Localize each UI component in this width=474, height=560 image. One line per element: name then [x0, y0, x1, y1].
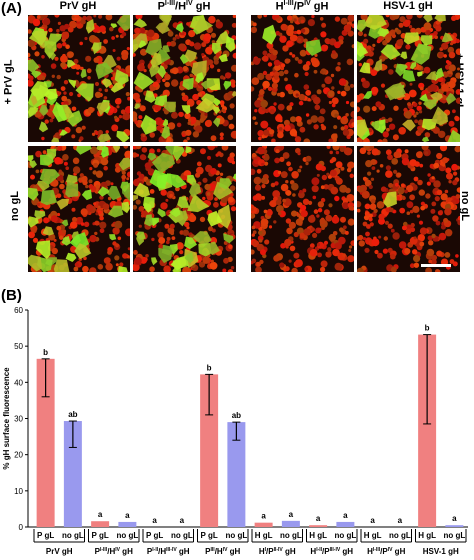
- scale-bar: [421, 264, 451, 267]
- bar: [281, 520, 300, 527]
- micrograph-prv-gh-nogl: [28, 146, 130, 272]
- bar: [91, 521, 110, 527]
- significance-letter: a: [125, 511, 130, 520]
- bar: [227, 422, 246, 527]
- bar: [118, 521, 137, 527]
- significance-letter: a: [343, 511, 348, 520]
- bar-label: P gL: [201, 531, 218, 540]
- group-label: PIII/HIV gH: [205, 547, 240, 556]
- col-head-h-p-gh: HI-III/PIV gH: [275, 0, 329, 13]
- significance-letter: a: [180, 516, 185, 525]
- col-head-p-h-gh: PI-III/HIV gH: [157, 0, 211, 13]
- significance-letter: a: [98, 510, 103, 519]
- significance-letter: b: [207, 363, 212, 372]
- significance-letter: b: [43, 348, 48, 357]
- bar-label: no gL: [389, 531, 411, 540]
- micrograph-h-p-gh-gl: [251, 15, 354, 142]
- col-head-prv-gh: PrV gH: [59, 0, 97, 12]
- micrograph-h-p-gh-nogl: [251, 146, 354, 272]
- significance-letter: a: [398, 516, 403, 525]
- group-label: HI-II/PIII-IV gH: [310, 547, 353, 556]
- significance-letter: ab: [68, 410, 77, 419]
- significance-letter: a: [261, 512, 266, 521]
- bar-label: no gL: [334, 531, 356, 540]
- significance-letter: a: [152, 516, 157, 525]
- y-tick-label: 30: [14, 415, 23, 424]
- significance-letter: ab: [232, 411, 241, 420]
- panel-b-label: (B): [1, 287, 22, 304]
- significance-letter: a: [370, 516, 375, 525]
- panel-a-label: (A): [1, 0, 22, 17]
- col-head-hsv1-gh: HSV-1 gH: [383, 0, 433, 12]
- row-label-no-gl-left: no gL: [8, 191, 21, 221]
- bar-label: no gL: [225, 531, 247, 540]
- bar-label: P gL: [92, 531, 109, 540]
- significance-letter: a: [289, 510, 294, 519]
- bar-label: P gL: [146, 531, 163, 540]
- bar-label: H gL: [309, 531, 327, 540]
- significance-letter: a: [452, 514, 457, 523]
- bar-label: H gL: [364, 531, 382, 540]
- group-label: PI-II/HIII-IV gH: [147, 547, 190, 556]
- bar-chart: 0 10 20 30 40 50 60 % gH surface fluorescence b P…: [2, 306, 468, 556]
- y-tick-label: 0: [19, 523, 24, 532]
- y-tick-label: 10: [14, 487, 23, 496]
- bar: [445, 525, 464, 527]
- significance-letter: a: [316, 514, 321, 523]
- micrograph-hsv1-gh-gl: [357, 15, 460, 142]
- y-tick-label: 60: [14, 306, 23, 315]
- bar: [418, 334, 437, 527]
- row-label-no-gl-right: no gL: [458, 191, 471, 221]
- group-label: HSV-1 gH: [423, 547, 459, 556]
- bar-label: no gL: [280, 531, 302, 540]
- bar: [254, 522, 273, 527]
- bar-label: no gL: [443, 531, 465, 540]
- bar-label: no gL: [62, 531, 84, 540]
- bar: [200, 374, 219, 527]
- group-label: HI/PII-IV gH: [259, 547, 296, 556]
- micrograph-p-h-gh-gl: [133, 15, 236, 142]
- micrograph-p-h-gh-nogl: [133, 146, 236, 272]
- bar-label: P gL: [37, 531, 54, 540]
- bar-label: H gL: [255, 531, 273, 540]
- micrograph-prv-gh-gl: [28, 15, 130, 142]
- bar: [36, 358, 55, 527]
- row-label-prv-gl: + PrV gL: [2, 59, 15, 105]
- group-label: HI-III/PIV gH: [367, 547, 405, 556]
- y-tick-label: 50: [14, 342, 23, 351]
- bar-label: no gL: [171, 531, 193, 540]
- y-tick-label: 20: [14, 451, 23, 460]
- micrograph-hsv1-gh-nogl: [357, 146, 460, 272]
- bar-label: no gL: [116, 531, 138, 540]
- bar: [336, 521, 355, 527]
- bar-label: H gL: [418, 531, 436, 540]
- bar: [63, 421, 82, 527]
- significance-letter: b: [425, 324, 430, 333]
- group-label: PI-III/HIV gH: [95, 547, 133, 556]
- bar: [309, 525, 328, 527]
- y-axis-label: % gH surface fluorescence: [2, 367, 11, 470]
- y-tick-label: 40: [14, 378, 23, 387]
- group-label: PrV gH: [46, 547, 73, 556]
